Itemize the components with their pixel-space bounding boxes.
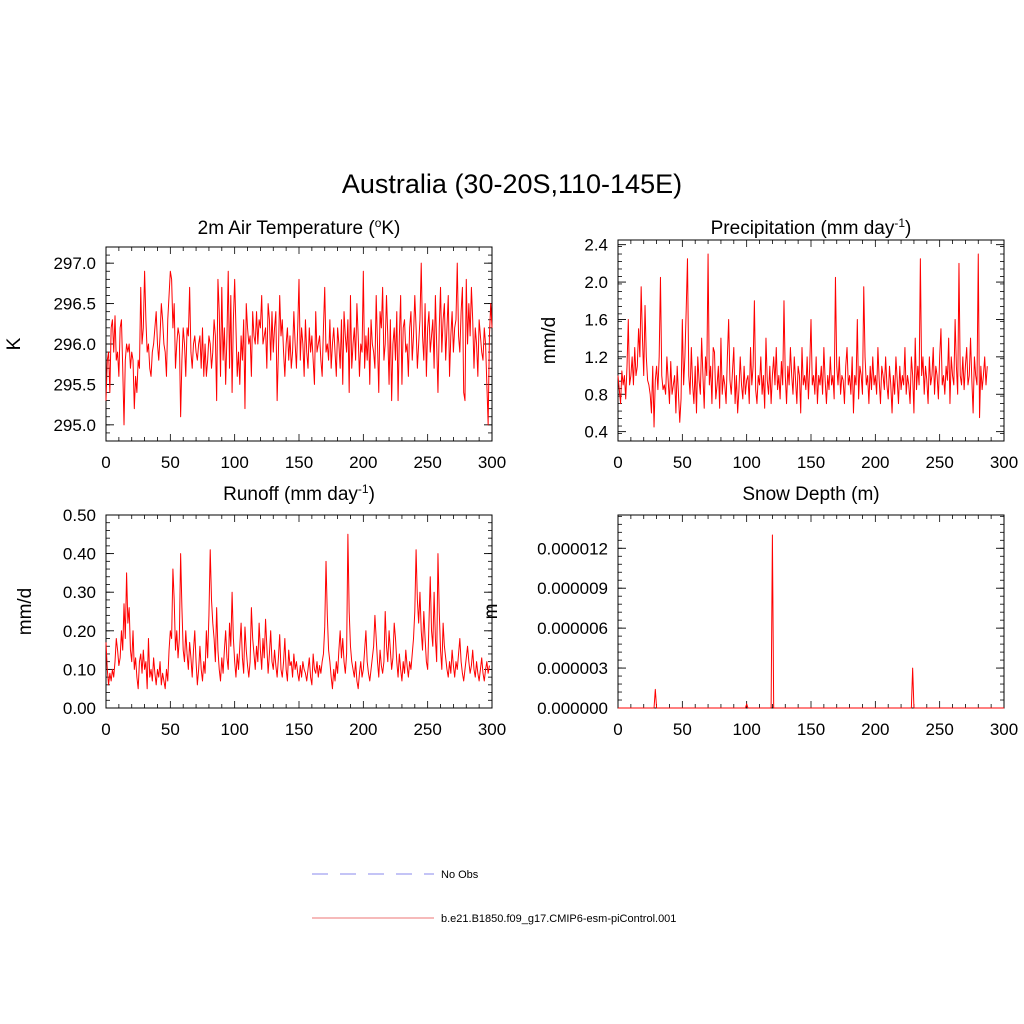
panel-2: Runoff (mm day-1) mm/d 0 50 100 150 200 250 300 0… bbox=[15, 482, 506, 739]
x-tick-label: 300 bbox=[478, 453, 506, 472]
panel-title: Runoff (mm day-1) bbox=[223, 482, 375, 505]
y-tick-label: 296.5 bbox=[53, 295, 96, 314]
y-tick-label: 297.0 bbox=[53, 254, 96, 273]
x-tick-label: 100 bbox=[732, 720, 760, 739]
y-tick-label: 0.00 bbox=[63, 699, 96, 718]
y-tick-label: 296.0 bbox=[53, 335, 96, 354]
y-tick-label: 2.4 bbox=[584, 236, 608, 255]
y-axis-label: m bbox=[481, 604, 502, 620]
y-tick-label: 295.0 bbox=[53, 416, 96, 435]
y-tick-label: 0.10 bbox=[63, 660, 96, 679]
y-tick-label: 0.40 bbox=[63, 545, 96, 564]
y-tick-label: 1.6 bbox=[584, 310, 608, 329]
y-tick-label: 1.2 bbox=[584, 348, 608, 367]
y-tick-label: 0.000006 bbox=[537, 619, 608, 638]
y-tick-label: 0.000012 bbox=[537, 539, 608, 558]
x-tick-label: 50 bbox=[161, 453, 180, 472]
x-tick-label: 300 bbox=[478, 720, 506, 739]
panel-1: Precipitation (mm day-1) mm/d 0 50 100 150 200… bbox=[539, 216, 1018, 472]
x-tick-label: 0 bbox=[101, 453, 110, 472]
x-tick-label: 50 bbox=[161, 720, 180, 739]
y-axis-label: K bbox=[4, 337, 25, 350]
x-tick-label: 200 bbox=[861, 453, 889, 472]
legend: No Obs b.e21.B1850.f09_g17.CMIP6-esm-piC… bbox=[312, 869, 676, 925]
y-tick-label: 0.000003 bbox=[537, 659, 608, 678]
y-tick-label: 0.30 bbox=[63, 583, 96, 602]
series-line-0 bbox=[617, 253, 988, 428]
x-tick-label: 50 bbox=[673, 720, 692, 739]
panel-3: Snow Depth (m) m 0 50 100 150 200 250 300 0.00000… bbox=[481, 484, 1018, 739]
y-tick-label: 0.8 bbox=[584, 385, 608, 404]
y-tick-label: 2.0 bbox=[584, 273, 608, 292]
x-tick-label: 0 bbox=[101, 720, 110, 739]
x-tick-label: 100 bbox=[732, 453, 760, 472]
x-tick-label: 100 bbox=[220, 453, 248, 472]
y-tick-label: 295.5 bbox=[53, 375, 96, 394]
legend-label-model: b.e21.B1850.f09_g17.CMIP6-esm-piControl.… bbox=[441, 913, 676, 925]
x-tick-label: 250 bbox=[413, 453, 441, 472]
x-tick-label: 300 bbox=[990, 720, 1018, 739]
panel-0: 2m Air Temperature (oK) K 0 50 100 150 200 250 3… bbox=[4, 216, 506, 472]
x-tick-label: 0 bbox=[613, 720, 622, 739]
x-tick-label: 200 bbox=[349, 453, 377, 472]
panel-title: Precipitation (mm day-1) bbox=[711, 216, 912, 239]
x-tick-label: 300 bbox=[990, 453, 1018, 472]
x-tick-label: 250 bbox=[413, 720, 441, 739]
x-tick-label: 50 bbox=[673, 453, 692, 472]
panel-title: 2m Air Temperature (oK) bbox=[198, 216, 401, 239]
panels: 2m Air Temperature (oK) K 0 50 100 150 200 250 3… bbox=[4, 216, 1018, 739]
series-line-0 bbox=[105, 533, 490, 690]
y-tick-label: 0.20 bbox=[63, 622, 96, 641]
y-axis-label: mm/d bbox=[539, 317, 560, 365]
x-tick-label: 0 bbox=[613, 453, 622, 472]
plot-frame bbox=[617, 514, 1005, 709]
y-tick-label: 0.000000 bbox=[537, 699, 608, 718]
x-tick-label: 150 bbox=[285, 720, 313, 739]
x-tick-label: 200 bbox=[861, 720, 889, 739]
x-tick-label: 150 bbox=[797, 453, 825, 472]
panel-title: Snow Depth (m) bbox=[742, 484, 879, 505]
figure-title: Australia (30-20S,110-145E) bbox=[342, 169, 682, 199]
x-tick-label: 150 bbox=[797, 720, 825, 739]
x-tick-label: 150 bbox=[285, 453, 313, 472]
series-line-0 bbox=[618, 534, 1004, 709]
legend-label-no-obs: No Obs bbox=[441, 869, 479, 881]
x-tick-label: 250 bbox=[925, 720, 953, 739]
x-tick-label: 250 bbox=[925, 453, 953, 472]
y-tick-label: 0.000009 bbox=[537, 579, 608, 598]
y-tick-label: 0.50 bbox=[63, 506, 96, 525]
y-tick-label: 0.4 bbox=[584, 423, 608, 442]
x-tick-label: 200 bbox=[349, 720, 377, 739]
y-axis-label: mm/d bbox=[15, 588, 36, 636]
series-line-0 bbox=[105, 262, 493, 426]
x-tick-label: 100 bbox=[220, 720, 248, 739]
